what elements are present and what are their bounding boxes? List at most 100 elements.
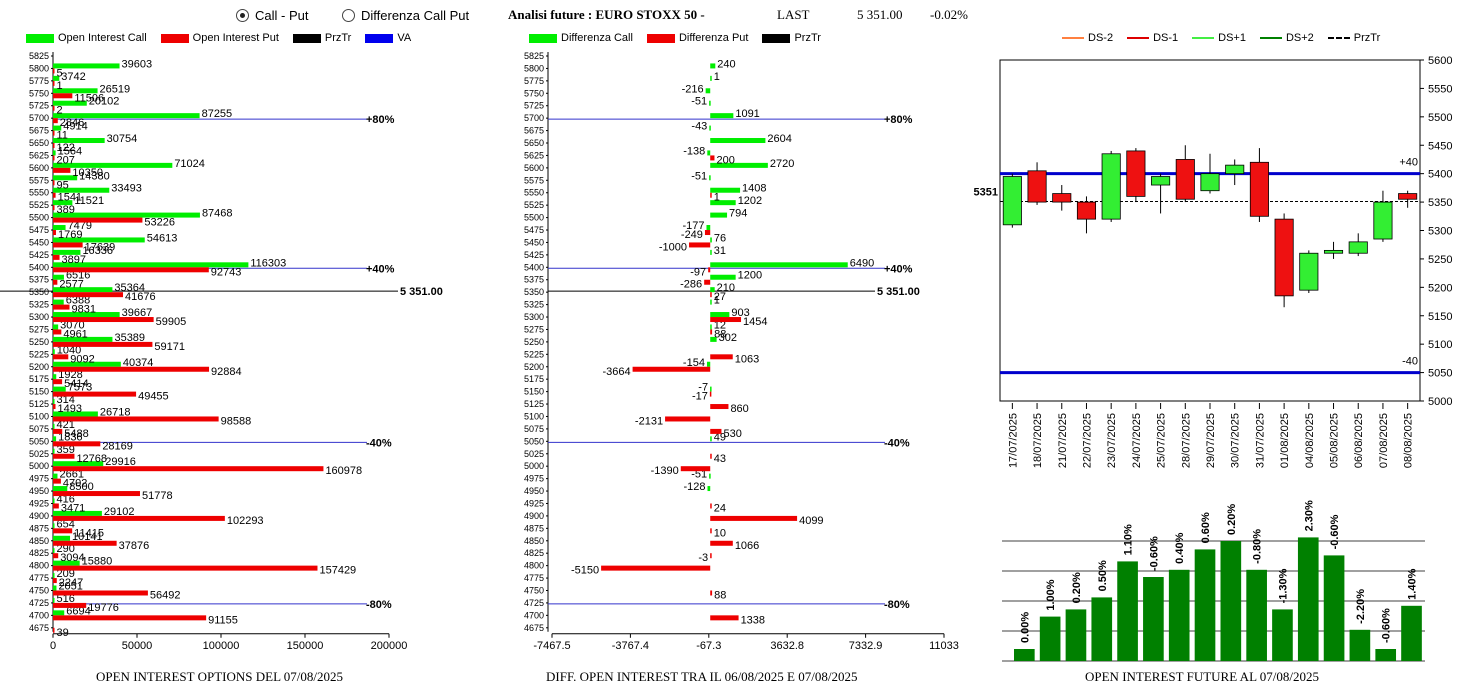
oi-bar — [1323, 555, 1345, 661]
strike-tick-label: 5125 — [524, 399, 544, 409]
strike-tick-label: 5175 — [29, 374, 49, 384]
price-label: 5 351.00 — [400, 286, 443, 298]
bar-put — [601, 565, 711, 571]
strike-tick-label: 4675 — [524, 623, 544, 633]
bar-value-label: 6388 — [66, 295, 90, 307]
legend-swatch — [529, 33, 557, 43]
bar-value-label: 4702 — [63, 478, 87, 490]
legend-swatch — [26, 33, 54, 43]
radio-call-put[interactable]: Call - Put — [236, 8, 308, 23]
bar-value-label: 31 — [714, 245, 726, 257]
bar-value-label: -97 — [690, 266, 706, 278]
y-tick-label: 5100 — [1428, 339, 1452, 351]
oi-bar — [1014, 649, 1035, 661]
legend-label: Differenza Call — [561, 32, 633, 44]
bar-put — [710, 329, 713, 335]
y-tick-label: 5150 — [1428, 311, 1452, 323]
bar-value-label: 35364 — [114, 282, 145, 294]
bar-value-label: 19776 — [88, 602, 119, 614]
bar-value-label: 3070 — [60, 319, 84, 331]
legend-item: DS+2 — [1259, 31, 1314, 45]
bar-value-label: 6516 — [66, 270, 90, 282]
bar-call — [53, 349, 55, 355]
bar-call — [53, 274, 64, 280]
przTr-label: 5351 — [974, 187, 998, 199]
strike-tick-label: 5100 — [524, 411, 544, 421]
bar-put — [53, 379, 63, 385]
bar-value-label: 116303 — [250, 257, 286, 269]
candle-body — [1299, 252, 1319, 291]
strike-tick-label: 5275 — [29, 324, 49, 334]
bar-value-label: 76 — [714, 232, 726, 244]
bar-call — [53, 225, 66, 231]
analysis-label: Analisi future : EURO STOXX 50 - — [508, 7, 705, 22]
bar-value-label: 30754 — [107, 133, 138, 145]
oi-bar — [1349, 629, 1371, 661]
date-tick-label: 17/07/2025 — [1007, 413, 1019, 468]
strike-tick-label: 5200 — [29, 362, 49, 372]
bar-value-label: 6490 — [850, 257, 874, 269]
date-tick-label: 30/07/2025 — [1230, 413, 1242, 468]
legend-item: Differenza Put — [646, 31, 748, 45]
bar-value-label: 39603 — [122, 58, 153, 70]
oi-bar-label: 0.00% — [1019, 612, 1031, 643]
bar-value-label: 1066 — [735, 540, 759, 552]
bar-value-label: -7 — [698, 382, 708, 394]
bar-put — [53, 329, 62, 335]
bar-value-label: 122 — [57, 142, 75, 154]
bar-value-label: 16336 — [82, 245, 113, 257]
bar-call — [53, 423, 55, 429]
bar-put — [53, 602, 87, 608]
bar-value-label: 157429 — [319, 565, 356, 577]
oi-bar-label: 1.10% — [1123, 524, 1135, 555]
legend-right: DS-2 DS-1 DS+1 DS+2 PrzTr — [1062, 31, 1380, 45]
bar-put — [53, 80, 55, 86]
legend-item: Differenza Call — [529, 31, 633, 45]
bar-put — [710, 404, 729, 410]
legend-item: DS-2 — [1062, 31, 1113, 45]
strike-tick-label: 5400 — [29, 262, 49, 272]
bar-value-label: 17639 — [85, 241, 116, 253]
strike-tick-label: 4725 — [524, 598, 544, 608]
bar-value-label: 794 — [729, 208, 747, 220]
bar-value-label: 95 — [57, 179, 69, 191]
bar-value-label: 1 — [57, 80, 63, 92]
bar-call — [709, 175, 711, 181]
bar-call — [710, 162, 768, 168]
strike-tick-label: 4975 — [524, 474, 544, 484]
bar-value-label: 3094 — [60, 552, 84, 564]
bar-value-label: 88 — [714, 589, 726, 601]
bar-value-label: 27 — [714, 291, 726, 303]
bar-put — [710, 540, 733, 546]
bar-value-label: 2720 — [770, 158, 794, 170]
bar-put — [53, 366, 210, 372]
bar-value-label: 87255 — [202, 108, 233, 120]
bar-call — [710, 324, 712, 330]
x-tick-label: -67.3 — [696, 640, 721, 652]
strike-tick-label: 5750 — [29, 88, 49, 98]
x-tick-label: 100000 — [203, 640, 240, 652]
bar-call — [53, 262, 249, 268]
strike-tick-label: 5450 — [29, 237, 49, 247]
bar-put — [53, 441, 101, 447]
bar-put — [53, 192, 56, 198]
bar-put — [632, 366, 711, 372]
radio-diff[interactable]: Differenza Call Put — [342, 8, 469, 23]
bar-put — [53, 503, 59, 509]
bar-value-label: -3 — [698, 552, 708, 564]
bar-value-label: 416 — [57, 493, 75, 505]
bar-value-label: 1091 — [735, 108, 759, 120]
bar-value-label: 1063 — [735, 353, 759, 365]
bar-call — [53, 249, 81, 255]
bar-value-label: 302 — [719, 332, 737, 344]
bar-call — [53, 175, 78, 181]
date-tick-label: 01/08/2025 — [1279, 413, 1291, 468]
strike-tick-label: 5525 — [524, 200, 544, 210]
candle-body — [1323, 249, 1344, 254]
bar-value-label: 1454 — [743, 316, 767, 328]
strike-tick-label: 5300 — [524, 312, 544, 322]
footer-right: OPEN INTEREST FUTURE AL 07/08/2025 — [1085, 669, 1320, 684]
bar-call — [53, 287, 113, 293]
oi-bar-label: 2.30% — [1303, 500, 1315, 531]
y-tick-label: 5400 — [1428, 169, 1452, 181]
